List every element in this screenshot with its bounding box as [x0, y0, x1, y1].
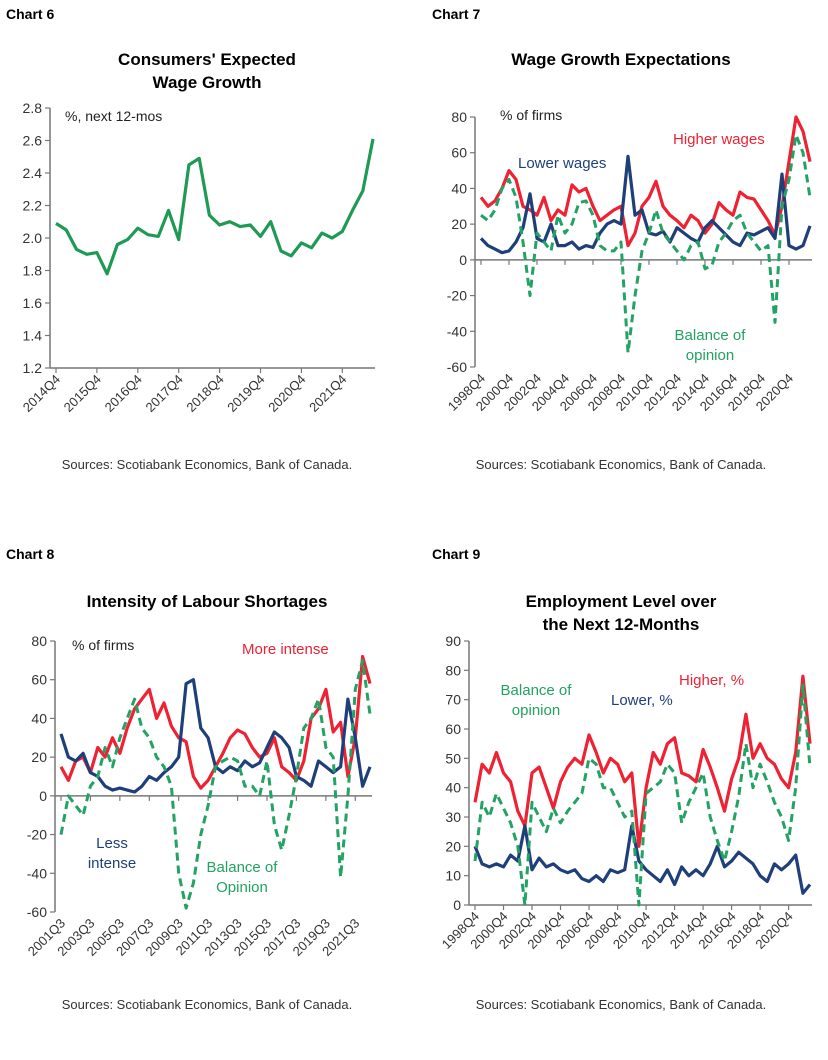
y-tick-label: 2.4 [23, 165, 43, 181]
y-tick-label: 2.8 [23, 100, 43, 116]
chart-source: Sources: Scotiabank Economics, Bank of C… [61, 997, 353, 1012]
y-tick-label: -20 [447, 288, 467, 304]
y-tick-label: 10 [445, 868, 461, 884]
y-tick-label: 80 [451, 109, 467, 125]
series-annotation: More intense [242, 641, 329, 658]
y-unit-label: % of firms [72, 637, 134, 653]
y-tick-label: 20 [451, 216, 467, 232]
series-line-higher- [473, 674, 812, 848]
y-tick-label: 40 [445, 780, 461, 796]
y-tick-label: 0 [39, 788, 47, 804]
y-tick-label: 0 [459, 252, 467, 268]
y-tick-label: 1.6 [23, 295, 43, 311]
chart-source: Sources: Scotiabank Economics, Bank of C… [61, 457, 353, 472]
y-tick-label: 40 [31, 710, 47, 726]
y-tick-label: 20 [31, 749, 47, 765]
chart-title: Consumers' Expected Wage Growth [0, 48, 414, 94]
series-annotation: Balance of [675, 327, 747, 344]
y-tick-label: 0 [453, 897, 461, 913]
chart-title: Wage Growth Expectations [414, 48, 828, 71]
x-tick-label: 2019Q4 [224, 372, 267, 415]
x-tick-label: 2020Q4 [265, 372, 308, 415]
x-tick-label: 2018Q4 [183, 372, 226, 415]
chart-9-panel: Chart 9 Employment Level over the Next 1… [414, 540, 828, 1060]
x-tick-label: 2016Q4 [102, 372, 145, 415]
chart-8-plot: -60-40-200204060802001Q32003Q32005Q32007… [25, 633, 372, 959]
y-tick-label: 2.6 [23, 133, 43, 149]
y-tick-label: 80 [445, 662, 461, 678]
series-line-balance-of-opinion [480, 133, 812, 355]
chart-6-panel: Chart 6 Consumers' Expected Wage Growth … [0, 0, 414, 520]
series-annotation: Balance of [207, 859, 279, 876]
series-line-balance-of-opinion [59, 658, 372, 910]
series-annotation: intense [88, 855, 136, 872]
y-tick-label: 1.8 [23, 263, 43, 279]
y-tick-label: 60 [31, 672, 47, 688]
chart-title-line: Employment Level over [525, 592, 717, 611]
chart-title-line: Wage Growth [152, 73, 262, 92]
y-tick-label: 50 [445, 750, 461, 766]
chart-source: Sources: Scotiabank Economics, Bank of C… [475, 997, 767, 1012]
series-line-balance-of-opinion [473, 683, 812, 907]
series-annotation: Less [96, 835, 128, 852]
y-tick-label: 60 [451, 145, 467, 161]
y-unit-label: % of firms [500, 107, 562, 123]
y-tick-label: -60 [27, 904, 47, 920]
series-line-lower-wages [479, 154, 812, 255]
y-tick-label: 40 [451, 180, 467, 196]
y-unit-label: %, next 12-mos [65, 108, 162, 124]
y-tick-label: 30 [445, 809, 461, 825]
chart-8-panel: Chart 8 Intensity of Labour Shortages -6… [0, 540, 414, 1060]
series-line-expected-wage-growth [55, 138, 375, 276]
x-tick-label: 2014Q4 [20, 372, 63, 415]
x-tick-label: 2015Q4 [61, 372, 104, 415]
y-tick-label: 60 [445, 721, 461, 737]
x-tick-label: 2017Q4 [143, 372, 186, 415]
chart-source: Sources: Scotiabank Economics, Bank of C… [475, 457, 767, 472]
chart-number: Chart 6 [6, 6, 55, 22]
chart-6-plot: 1.21.41.61.82.02.22.42.62.82014Q42015Q42… [20, 100, 375, 415]
chart-title-line: Intensity of Labour Shortages [86, 592, 328, 611]
chart-number: Chart 7 [432, 6, 481, 22]
series-line-higher-wages [479, 115, 812, 248]
series-annotation: Opinion [216, 879, 268, 896]
y-tick-label: -20 [27, 827, 47, 843]
y-tick-label: 1.2 [23, 360, 43, 376]
series-annotation: Lower, % [611, 692, 673, 709]
series-annotation: opinion [512, 702, 560, 719]
y-tick-label: 90 [445, 633, 461, 649]
y-tick-label: 20 [445, 838, 461, 854]
series-annotation: Balance of [501, 682, 573, 699]
chart-title-line: Wage Growth Expectations [511, 50, 731, 69]
y-tick-label: -40 [447, 323, 467, 339]
chart-title: Intensity of Labour Shortages [0, 590, 414, 613]
chart-number: Chart 8 [6, 546, 55, 562]
y-tick-label: 80 [31, 633, 47, 649]
chart-7-plot: -60-40-200204060801998Q42000Q42002Q42004… [445, 107, 812, 414]
chart-title-line: Consumers' Expected [118, 50, 296, 69]
chart-title-line: the Next 12-Months [542, 615, 700, 634]
series-annotation: opinion [686, 347, 734, 364]
y-tick-label: 1.4 [23, 328, 43, 344]
chart-7-panel: Chart 7 Wage Growth Expectations -60 -40 -… [414, 0, 828, 520]
series-annotation: Lower wages [518, 155, 606, 172]
y-tick-label: 70 [445, 692, 461, 708]
y-tick-label: -40 [27, 865, 47, 881]
x-tick-label: 2021Q4 [306, 372, 349, 415]
chart-number: Chart 9 [432, 546, 481, 562]
chart-9-plot: 01020304050607080901998Q42000Q42002Q4200… [439, 633, 812, 952]
y-tick-label: 2.0 [23, 230, 43, 246]
y-tick-label: -60 [447, 359, 467, 375]
series-annotation: Higher, % [679, 672, 744, 689]
series-annotation: Higher wages [673, 131, 765, 148]
y-tick-label: 2.2 [23, 198, 43, 214]
chart-title: Employment Level over the Next 12-Months [414, 590, 828, 636]
